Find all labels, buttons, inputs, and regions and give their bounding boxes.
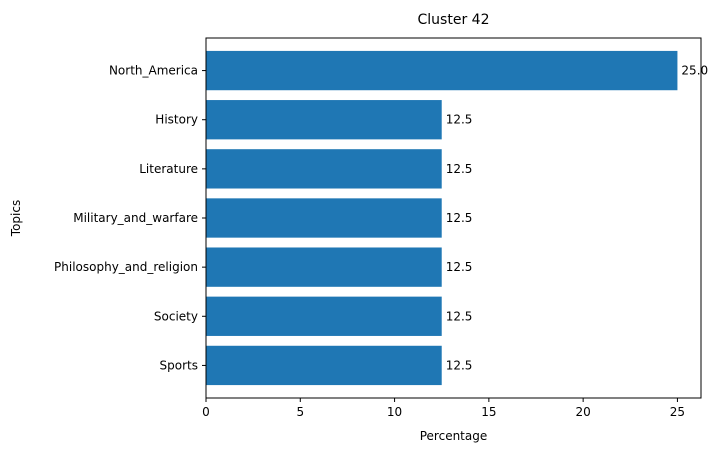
data-label: 12.5 [446,260,473,274]
x-tick-label: 25 [670,405,685,419]
x-axis-label: Percentage [420,429,488,443]
y-tick-label: North_America [109,64,198,78]
bar-military-and-warfare [206,198,442,238]
bar-society [206,296,442,336]
data-label: 25.0 [681,64,708,78]
y-tick-label: History [155,113,198,127]
y-tick-label: Literature [139,162,198,176]
plot-frame [205,37,702,399]
x-tick-label: 20 [576,405,591,419]
y-tick-label: Philosophy_and_religion [54,260,198,274]
data-label: 12.5 [446,309,473,323]
x-tick-label: 10 [387,405,402,419]
data-label: 12.5 [446,162,473,176]
x-axis-ticks: 0 5 10 15 20 25 [202,398,685,419]
bar-philosophy-and-religion [206,247,442,287]
x-tick-label: 15 [481,405,496,419]
chart-title: Cluster 42 [418,12,490,28]
bar-sports [206,345,442,386]
bars-group [206,50,678,386]
y-tick-label: Society [154,309,198,323]
bar-literature [206,149,442,189]
x-tick-label: 0 [202,405,210,419]
y-axis-ticks: North_America History Literature Military_a… [54,64,206,372]
y-tick-label: Sports [160,358,198,372]
data-label: 12.5 [446,211,473,225]
bar-history [206,100,442,140]
data-label: 12.5 [446,358,473,372]
data-label: 12.5 [446,113,473,127]
y-axis-label: Topics [9,200,23,237]
bar-north-america [206,50,678,91]
data-labels-group: 25.0 12.5 12.5 12.5 12.5 12.5 12.5 [446,64,708,373]
x-tick-label: 5 [296,405,304,419]
y-tick-label: Military_and_warfare [73,211,198,225]
